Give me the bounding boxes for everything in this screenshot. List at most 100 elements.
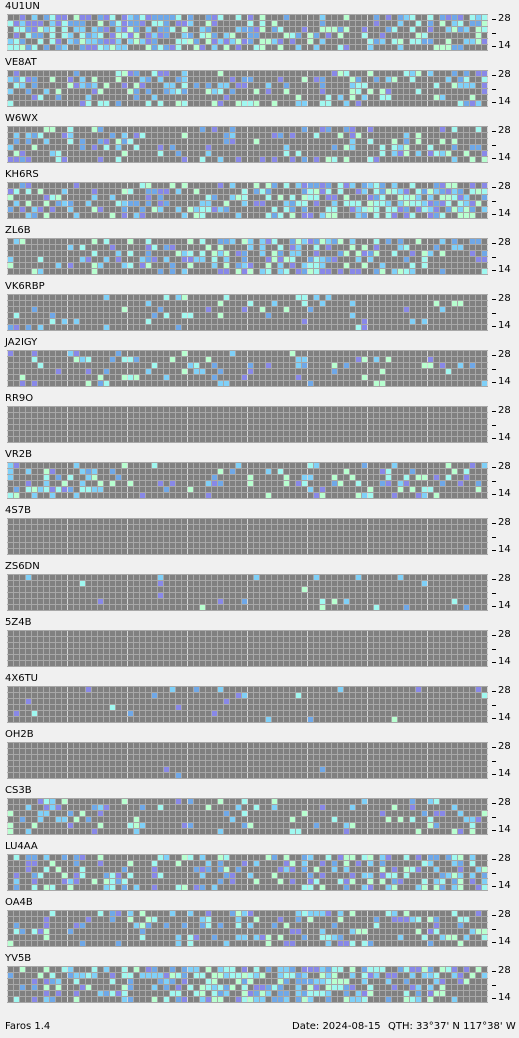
signal-cell [296, 829, 301, 834]
signal-cell [44, 27, 49, 32]
signal-cell [38, 873, 43, 878]
signal-cell [26, 21, 31, 26]
signal-cell [188, 33, 193, 38]
signal-cell [428, 861, 433, 866]
signal-cell [242, 991, 247, 996]
signal-cell [56, 15, 61, 20]
signal-cell [332, 481, 337, 486]
signal-cell [476, 967, 481, 972]
signal-cell [368, 257, 373, 262]
signal-cell [44, 201, 49, 206]
signal-cell [26, 157, 31, 162]
axis-tick [492, 243, 496, 244]
signal-cell [50, 885, 55, 890]
signal-cell [278, 979, 283, 984]
signal-cell [80, 27, 85, 32]
signal-cell [344, 71, 349, 76]
signal-cell [326, 257, 331, 262]
signal-cell [152, 463, 157, 468]
signal-cell [374, 15, 379, 20]
signal-cell [8, 101, 13, 106]
signal-cell [182, 351, 187, 356]
signal-cell [356, 89, 361, 94]
signal-cell [50, 195, 55, 200]
signal-cell [314, 257, 319, 262]
signal-cell [146, 27, 151, 32]
signal-cell [320, 599, 325, 604]
signal-cell [26, 139, 31, 144]
signal-cell [446, 77, 451, 82]
signal-cell [218, 879, 223, 884]
signal-cell [32, 33, 37, 38]
signal-cell [140, 935, 145, 940]
signal-cell [158, 873, 163, 878]
signal-cell [476, 911, 481, 916]
signal-cell [410, 15, 415, 20]
signal-cell [146, 33, 151, 38]
signal-cell [362, 207, 367, 212]
axis-label-top: 28 [498, 125, 511, 136]
signal-cell [32, 929, 37, 934]
signal-cell [416, 239, 421, 244]
signal-cell [200, 923, 205, 928]
signal-cell [284, 991, 289, 996]
signal-cell [338, 481, 343, 486]
signal-cell [56, 21, 61, 26]
signal-cell [248, 263, 253, 268]
signal-cell [170, 145, 175, 150]
beacon-callsign: ZL6B [5, 225, 31, 236]
signal-cell [80, 867, 85, 872]
signal-cell [422, 885, 427, 890]
signal-cell [428, 189, 433, 194]
signal-cell [212, 475, 217, 480]
signal-cell [146, 251, 151, 256]
signal-cell [254, 45, 259, 50]
signal-cell [326, 213, 331, 218]
signal-cell [14, 239, 19, 244]
signal-cell [374, 239, 379, 244]
signal-cell [374, 251, 379, 256]
signal-cell [224, 139, 229, 144]
axis-tick [492, 985, 496, 986]
signal-cell [452, 879, 457, 884]
signal-cell [398, 917, 403, 922]
axis-tick [492, 998, 496, 999]
signal-cell [164, 257, 169, 262]
axis-tick [492, 718, 496, 719]
signal-cell [116, 39, 121, 44]
signal-cell [320, 911, 325, 916]
signal-cell [278, 257, 283, 262]
signal-cell [428, 997, 433, 1002]
signal-cell [248, 923, 253, 928]
signal-cell [206, 307, 211, 312]
signal-cell [428, 941, 433, 946]
beacon-panel: 4U1UN 28 14 [0, 0, 519, 56]
signal-cell [80, 923, 85, 928]
signal-cell [146, 77, 151, 82]
signal-cell [242, 189, 247, 194]
signal-cell [422, 967, 427, 972]
signal-cell [50, 973, 55, 978]
signal-cell [134, 201, 139, 206]
signal-cell [206, 21, 211, 26]
signal-cell [350, 879, 355, 884]
signal-cell [68, 207, 73, 212]
signal-cell [176, 799, 181, 804]
signal-cell [296, 973, 301, 978]
signal-cell [86, 201, 91, 206]
beacon-callsign: KH6RS [5, 169, 39, 180]
signal-cell [314, 251, 319, 256]
signal-cell [452, 207, 457, 212]
signal-cell [146, 101, 151, 106]
signal-cell [188, 15, 193, 20]
signal-cell [416, 39, 421, 44]
signal-cell [218, 157, 223, 162]
signal-cell [284, 867, 289, 872]
signal-cell [404, 991, 409, 996]
signal-cell [386, 239, 391, 244]
signal-cell [182, 885, 187, 890]
signal-cell [266, 239, 271, 244]
signal-cell [74, 83, 79, 88]
signal-cell [314, 183, 319, 188]
signal-cell [272, 805, 277, 810]
